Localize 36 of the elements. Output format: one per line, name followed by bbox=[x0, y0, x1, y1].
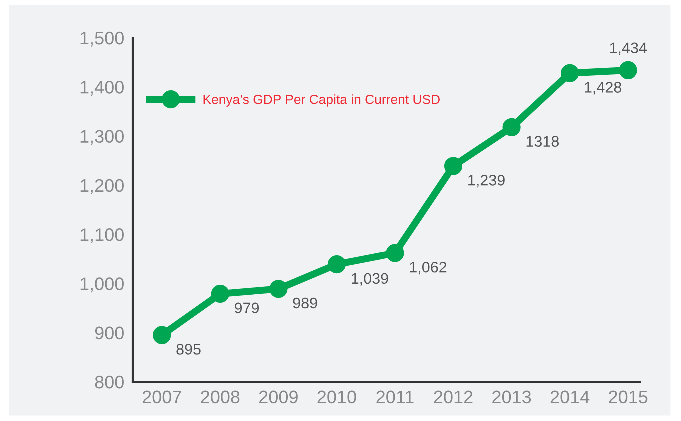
point bbox=[386, 244, 404, 262]
x-tick-label: 2009 bbox=[260, 390, 298, 404]
point bbox=[270, 280, 288, 298]
data-label: 979 bbox=[235, 302, 260, 314]
legend-label: Kenya’s GDP Per Capita in Current USD bbox=[204, 94, 440, 107]
x-tick-label: 2007 bbox=[142, 390, 182, 404]
x-tick-label: 2012 bbox=[434, 390, 473, 404]
point bbox=[153, 326, 172, 344]
data-label: 1,428 bbox=[585, 82, 622, 95]
y-tick-label: 1,500 bbox=[80, 32, 124, 47]
y-tick-label: 1,000 bbox=[80, 278, 124, 293]
x-tick-label: 2015 bbox=[609, 390, 648, 404]
x-tick-label: 2008 bbox=[201, 390, 240, 404]
point bbox=[444, 157, 463, 176]
y-tick-label: 800 bbox=[95, 376, 124, 389]
point bbox=[328, 256, 346, 274]
point bbox=[561, 64, 580, 82]
data-label: 1,239 bbox=[468, 175, 505, 188]
data-label: 1318 bbox=[526, 136, 560, 147]
x-tick-label: 2010 bbox=[318, 390, 356, 404]
data-label: 1,434 bbox=[610, 42, 648, 56]
point bbox=[619, 61, 638, 80]
point bbox=[502, 118, 521, 136]
y-tick-label: 1,400 bbox=[80, 81, 124, 96]
x-tick-label: 2013 bbox=[492, 390, 532, 404]
y-tick-label: 1,200 bbox=[80, 179, 124, 194]
data-label: 1,062 bbox=[410, 262, 447, 275]
y-tick-label: 900 bbox=[95, 326, 124, 340]
x-tick-label: 2014 bbox=[550, 390, 590, 404]
y-tick-label: 1,300 bbox=[80, 130, 124, 146]
data-label: 989 bbox=[293, 298, 318, 309]
x-tick-label: 2011 bbox=[376, 390, 414, 404]
point bbox=[211, 285, 230, 304]
data-label: 1,039 bbox=[352, 273, 388, 286]
y-tick-label: 1,100 bbox=[80, 228, 124, 244]
data-label: 895 bbox=[176, 344, 201, 355]
